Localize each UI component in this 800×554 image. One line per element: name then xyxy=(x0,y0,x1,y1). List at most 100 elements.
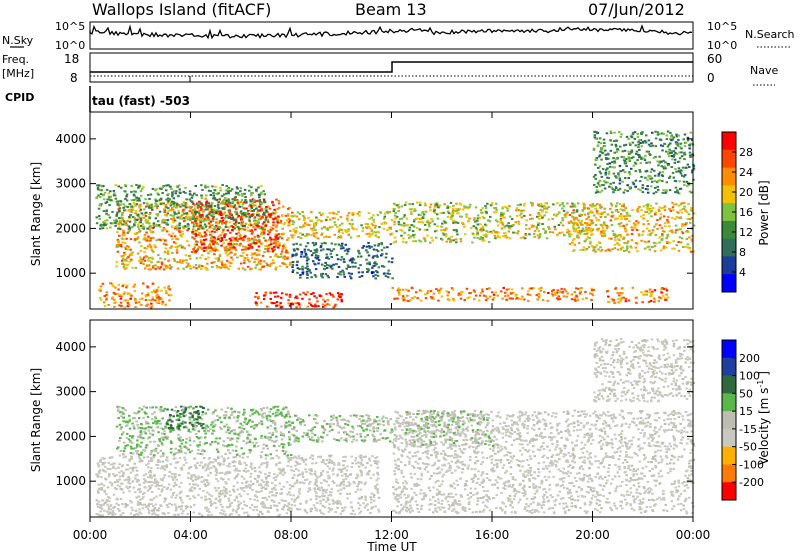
heatmap-cell xyxy=(109,195,112,198)
heatmap-cell xyxy=(512,231,515,234)
heatmap-cell xyxy=(259,217,262,220)
heatmap-cell xyxy=(638,180,642,183)
heatmap-cell xyxy=(573,291,576,293)
heatmap-cell xyxy=(259,259,263,262)
heatmap-cell xyxy=(231,226,235,228)
heatmap-cell xyxy=(423,223,427,226)
heatmap-cell xyxy=(582,229,585,232)
heatmap-cell xyxy=(228,237,231,240)
heatmap-cell xyxy=(337,229,341,232)
heatmap-cell xyxy=(313,225,316,228)
heatmap-cell xyxy=(109,190,112,193)
heatmap-cell xyxy=(416,201,419,204)
heatmap-cell xyxy=(250,206,253,209)
heatmap-cell xyxy=(678,180,681,183)
heatmap-cell xyxy=(202,249,206,252)
heatmap-cell xyxy=(122,229,125,232)
heatmap-cell xyxy=(256,226,259,229)
heatmap-cell xyxy=(619,233,622,236)
heatmap-cell xyxy=(110,512,113,515)
heatmap-cell xyxy=(419,240,423,243)
heatmap-cell xyxy=(413,208,416,210)
heatmap-cell xyxy=(619,222,623,225)
power-heatmap xyxy=(95,130,696,309)
heatmap-cell xyxy=(233,477,237,480)
heatmap-cell xyxy=(527,299,530,302)
heatmap-cell xyxy=(159,226,162,229)
heatmap-cell xyxy=(135,196,138,199)
heatmap-cell xyxy=(372,495,376,498)
heatmap-cell xyxy=(257,186,260,189)
heatmap-cell xyxy=(670,149,673,152)
heatmap-cell xyxy=(264,245,267,248)
heatmap-cell xyxy=(541,205,544,208)
heatmap-cell xyxy=(650,246,654,249)
heatmap-cell xyxy=(179,192,182,194)
heatmap-cell xyxy=(206,185,210,188)
heatmap-cell xyxy=(575,210,579,213)
heatmap-cell xyxy=(623,158,626,161)
heatmap-cell xyxy=(673,161,677,164)
heatmap-cell xyxy=(301,471,304,474)
heatmap-cell xyxy=(561,290,565,293)
heatmap-cell xyxy=(242,215,246,218)
heatmap-cell xyxy=(615,176,618,179)
heatmap-cell xyxy=(363,506,367,509)
heatmap-cell xyxy=(405,241,408,244)
heatmap-cell xyxy=(505,298,508,301)
heatmap-cell xyxy=(209,190,212,193)
heatmap-cell xyxy=(273,254,277,257)
heatmap-cell xyxy=(267,233,270,236)
heatmap-cell xyxy=(603,187,607,190)
heatmap-cell xyxy=(325,293,328,295)
heatmap-cell xyxy=(295,306,298,309)
heatmap-cell xyxy=(589,292,592,295)
heatmap-cell xyxy=(276,295,280,298)
heatmap-cell xyxy=(304,293,307,296)
cpid-value: tau (fast) -503 xyxy=(92,94,190,108)
heatmap-cell xyxy=(223,211,227,214)
heatmap-cell xyxy=(310,454,314,457)
heatmap-cell xyxy=(307,216,310,219)
heatmap-cell xyxy=(653,244,657,247)
heatmap-cell xyxy=(631,229,634,231)
heatmap-cell xyxy=(250,462,253,465)
heatmap-cell xyxy=(265,210,268,213)
y-tick-label: 1000 xyxy=(55,266,86,280)
heatmap-cell xyxy=(254,222,257,225)
heatmap-cell xyxy=(240,224,243,227)
heatmap-cell xyxy=(536,224,540,227)
heatmap-cell xyxy=(219,472,222,474)
heatmap-cell xyxy=(641,131,644,134)
heatmap-cell xyxy=(97,500,101,503)
heatmap-cell xyxy=(628,159,632,162)
heatmap-cell xyxy=(574,227,578,230)
heatmap-cell xyxy=(463,225,466,228)
heatmap-cell xyxy=(253,236,256,239)
heatmap-cell xyxy=(650,215,653,218)
heatmap-cell xyxy=(317,237,320,240)
heatmap-cell xyxy=(201,227,204,230)
heatmap-cell xyxy=(570,233,573,236)
heatmap-cell xyxy=(486,297,489,300)
heatmap-cell xyxy=(244,222,248,225)
heatmap-cell xyxy=(663,209,667,211)
heatmap-cell xyxy=(153,481,156,484)
nsearch-label: N.Search xyxy=(745,28,795,41)
heatmap-cell xyxy=(279,302,282,305)
heatmap-cell xyxy=(273,208,276,211)
heatmap-cell xyxy=(315,231,318,234)
heatmap-cell xyxy=(278,513,281,516)
heatmap-cell xyxy=(282,205,285,208)
heatmap-cell xyxy=(257,218,261,221)
heatmap-cell xyxy=(143,492,146,494)
heatmap-cell xyxy=(126,219,129,222)
heatmap-cell xyxy=(287,224,290,227)
heatmap-cell xyxy=(576,287,580,290)
heatmap-cell xyxy=(680,202,684,205)
heatmap-cell xyxy=(263,230,266,232)
heatmap-cell xyxy=(167,250,170,252)
heatmap-cell xyxy=(115,220,118,223)
heatmap-cell xyxy=(135,480,139,483)
heatmap-cell xyxy=(653,174,657,177)
